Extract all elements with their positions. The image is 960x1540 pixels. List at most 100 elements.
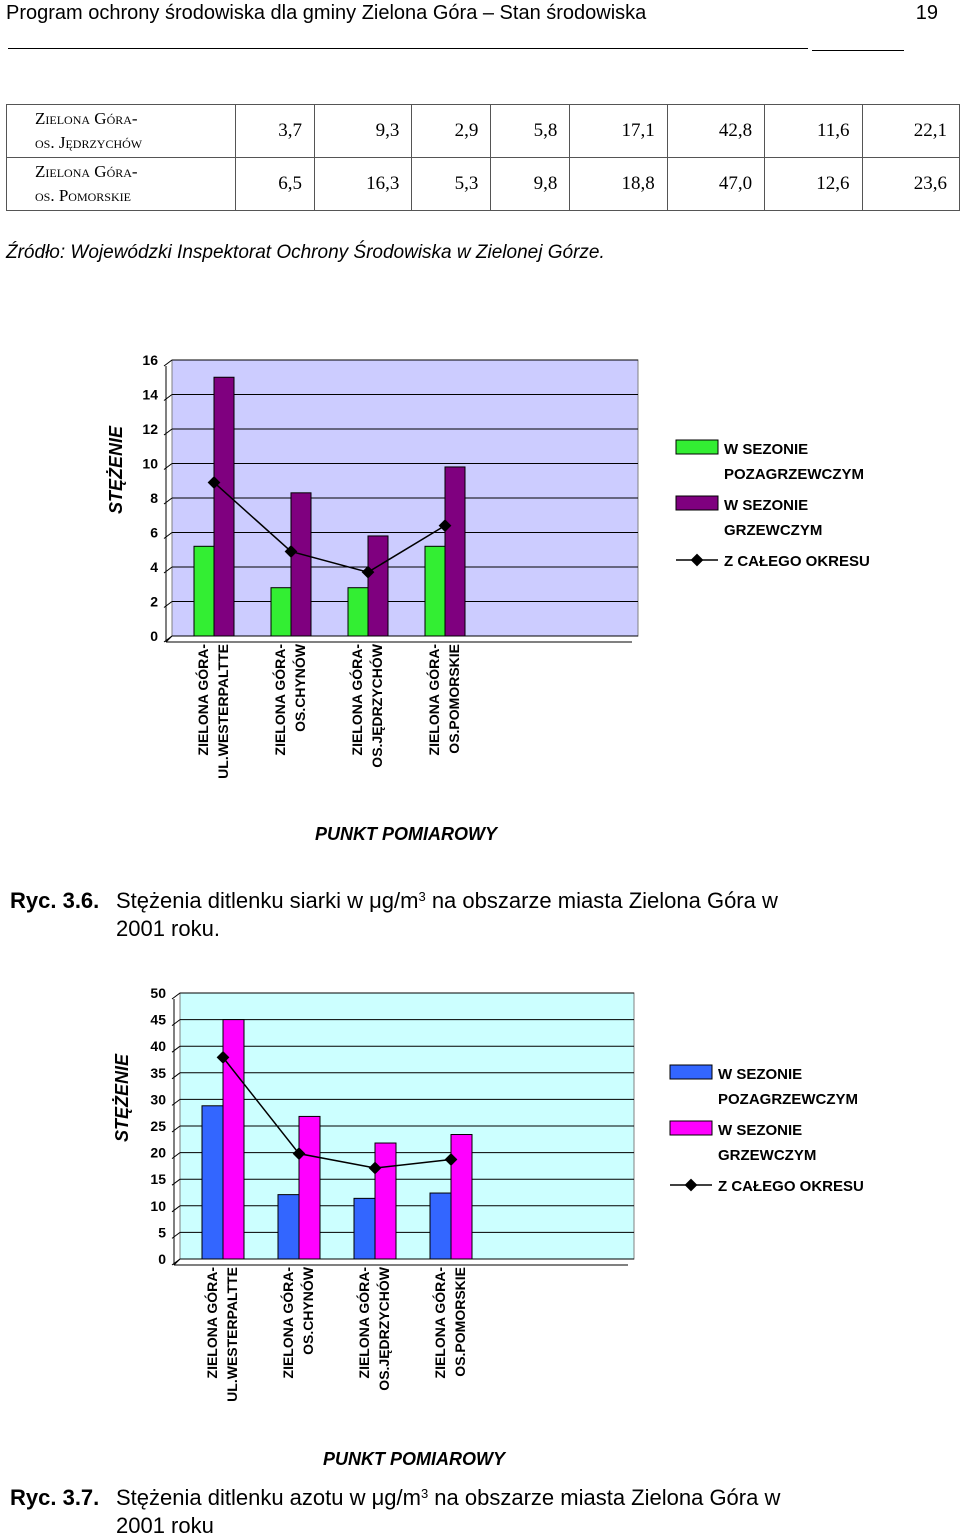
y-tick-mark	[163, 635, 173, 643]
category-label-line: OS.JĘDRZYCHÓW	[368, 643, 385, 767]
bar	[213, 376, 235, 637]
bar	[450, 1134, 473, 1260]
y-tick-mark	[171, 1231, 181, 1239]
legend-entry: W SEZONIE	[718, 1066, 802, 1083]
bar	[277, 1194, 300, 1260]
y-tick-label: 10	[150, 1198, 166, 1214]
legend-entry: W SEZONIE	[718, 1122, 802, 1139]
legend-marker	[690, 553, 704, 567]
header-rule	[8, 48, 808, 49]
y-tick-label: 30	[150, 1091, 166, 1107]
category-label: ZIELONA GÓRA- OS.POMORSKIE	[425, 644, 462, 756]
line-point	[284, 545, 298, 558]
bar	[367, 535, 389, 637]
category-label-line: OS.POMORSKIE	[446, 644, 462, 754]
y-tick-mark	[171, 1072, 181, 1080]
legend-entry: GRZEWCZYM	[718, 1147, 816, 1164]
caption-text: Stężenia ditlenku azotu w μg/m	[116, 1485, 421, 1510]
row-label: Zielona Góra-os. Pomorskie	[6, 157, 236, 211]
x-axis-title: PUNKT POMIAROWY	[323, 1449, 507, 1469]
category-label-line: OS.CHYNÓW	[291, 643, 308, 732]
y-tick-mark	[171, 1178, 181, 1186]
category-label: ZIELONA GÓRA- OS.POMORSKIE	[431, 1267, 468, 1379]
y-tick-mark	[171, 1258, 181, 1266]
y-tick-mark	[171, 1045, 181, 1053]
y-tick-label: 8	[150, 490, 158, 506]
legend-entry: POZAGRZEWCZYM	[718, 1091, 858, 1108]
category-label-line: ZIELONA GÓRA-	[279, 1267, 296, 1379]
legend-entry: GRZEWCZYM	[724, 522, 822, 539]
so2-chart: 0 2 4 6 8 10 12 14 16 ZIELONA GÓRA- UL.WESTERPALTT…	[0, 340, 960, 860]
line-point	[216, 1051, 230, 1064]
y-tick-label: 12	[142, 421, 158, 437]
source-note: Źródło: Wojewódzki Inspektorat Ochrony Ś…	[6, 242, 605, 263]
y-tick-label: 6	[150, 525, 158, 541]
caption-sup: 3	[418, 889, 426, 904]
figure-caption-3-7: Ryc. 3.7. Stężenia ditlenku azotu w μg/m…	[10, 1484, 936, 1540]
y-tick-label: 5	[158, 1224, 166, 1240]
y-tick-label: 35	[150, 1065, 166, 1081]
category-label-line: OS.CHYNÓW	[299, 1266, 316, 1355]
bar	[353, 1197, 376, 1260]
y-tick-mark	[163, 532, 173, 539]
caption-lead: Ryc. 3.7.	[10, 1485, 100, 1510]
y-tick-label: 10	[142, 456, 158, 472]
y-tick-mark	[171, 992, 181, 1000]
category-label: ZIELONA GÓRA- OS.JĘDRZYCHÓW	[348, 643, 385, 767]
category-label-line: ZIELONA GÓRA-	[271, 644, 288, 756]
category-label-line: ZIELONA GÓRA-	[203, 1267, 220, 1379]
caption-lead: Ryc. 3.6.	[10, 888, 100, 913]
table-cell: 42,8	[666, 104, 766, 158]
table-cell: 5,8	[490, 104, 571, 158]
y-tick-label: 50	[150, 985, 166, 1001]
category-label: ZIELONA GÓRA- OS.CHYNÓW	[271, 643, 308, 755]
x-axis-title: PUNKT POMIAROWY	[315, 824, 499, 844]
table-cell: 18,8	[569, 157, 668, 211]
category-label: ZIELONA GÓRA- UL.WESTERPALTTE	[194, 644, 231, 779]
line-point	[292, 1147, 306, 1161]
y-tick-mark	[163, 428, 173, 436]
figure-caption-3-6: Ryc. 3.6. Stężenia ditlenku siarki w μg/…	[10, 887, 936, 943]
bar	[222, 1019, 245, 1260]
y-tick-label: 0	[158, 1251, 166, 1267]
table-cell: 16,3	[313, 157, 413, 211]
y-axis-title: STĘŻENIE	[112, 1053, 132, 1142]
table-cell: 9,3	[313, 104, 413, 158]
legend-entry: Z CAŁEGO OKRESU	[718, 1178, 864, 1195]
y-tick-label: 16	[142, 352, 158, 368]
legend-entry: POZAGRZEWCZYM	[724, 466, 864, 483]
table-cell: 9,8	[490, 157, 571, 211]
bar	[444, 466, 466, 637]
table-cell: 3,7	[235, 104, 315, 158]
category-label-line: OS.POMORSKIE	[452, 1267, 468, 1377]
page-number: 19	[915, 2, 938, 24]
category-label-line: ZIELONA GÓRA-	[431, 1267, 448, 1379]
category-label: ZIELONA GÓRA- OS.JĘDRZYCHÓW	[355, 1266, 392, 1390]
row-label: Zielona Góra-os. Jędrzychów	[6, 104, 236, 158]
caption-line2: 2001 roku.	[116, 916, 220, 941]
bar	[347, 587, 369, 637]
line-point	[361, 565, 375, 579]
bar	[193, 545, 215, 637]
series-line	[222, 1056, 452, 1169]
header-rule-short	[812, 50, 904, 51]
bar	[290, 492, 312, 637]
y-tick-mark	[171, 1152, 181, 1160]
legend-swatch	[669, 1064, 713, 1080]
y-tick-label: 25	[150, 1118, 166, 1134]
y-tick-mark	[171, 1205, 181, 1213]
caption-text-end: na obszarze miasta Zielona Góra w	[428, 1485, 781, 1510]
table-cell: 2,9	[411, 104, 492, 158]
measurement-table: Zielona Góra-os. Jędrzychów 3,7 9,3 2,9 …	[6, 104, 960, 211]
bar	[201, 1105, 224, 1260]
category-label-line: ZIELONA GÓRA-	[355, 1267, 372, 1379]
bar	[270, 587, 292, 637]
y-tick-label: 4	[150, 559, 158, 575]
table-cell: 12,6	[764, 157, 863, 211]
legend-swatch	[675, 439, 719, 455]
legend-entry: W SEZONIE	[724, 441, 808, 458]
table-row: Zielona Góra-os. Jędrzychów 3,7 9,3 2,9 …	[6, 104, 960, 158]
line-point	[207, 476, 221, 489]
category-label-line: ZIELONA GÓRA-	[425, 644, 442, 756]
